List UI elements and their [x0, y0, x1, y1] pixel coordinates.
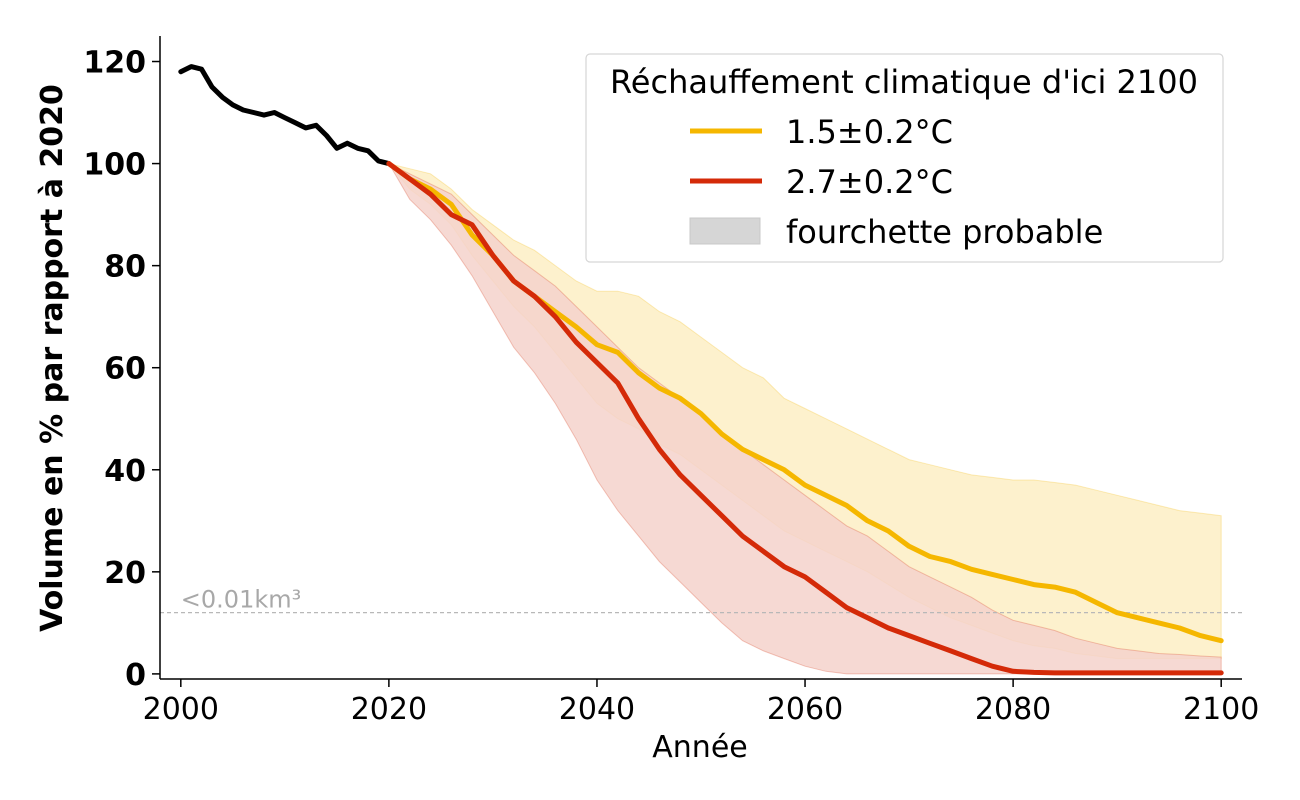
y-tick-label: 120 [83, 46, 146, 81]
y-tick-label: 40 [104, 454, 146, 489]
x-tick-label: 2000 [143, 692, 219, 727]
y-tick-label: 60 [104, 352, 146, 387]
series-lines [178, 64, 1224, 676]
threshold-line-group: <0.01km³ [160, 586, 1242, 614]
x-tick-label: 2020 [351, 692, 427, 727]
x-tick-label: 2040 [559, 692, 635, 727]
y-axis-label: Volume en % par rapport à 2020 [35, 84, 70, 632]
series-line-2-7c [386, 161, 1224, 676]
x-tick-label: 2080 [975, 692, 1051, 727]
x-tick-label: 2100 [1183, 692, 1259, 727]
y-tick-label: 0 [125, 658, 146, 693]
x-axis-label: Année [652, 730, 747, 765]
legend-frame [585, 53, 1224, 263]
threshold-label: <0.01km³ [181, 586, 301, 614]
y-tick-label: 100 [83, 148, 146, 183]
legend-title: Réchauffement climatique d'ici 2100 [610, 63, 1198, 101]
legend-entry-1-5c: 1.5±0.2°C [786, 113, 953, 151]
y-tick-label: 20 [104, 556, 146, 591]
legend-entry-likely-range: fourchette probable [786, 213, 1103, 251]
legend: Réchauffement climatique d'ici 2100 1.5±… [585, 53, 1224, 263]
legend-swatch-likely-range [689, 217, 761, 245]
y-tick-label: 80 [104, 250, 146, 285]
legend-entry-2-7c: 2.7±0.2°C [786, 163, 953, 201]
x-tick-label: 2060 [767, 692, 843, 727]
y-ticks: 0 20 40 60 80 100 120 [83, 46, 160, 693]
series-line-historical [178, 64, 392, 167]
x-ticks: 2000 2020 2040 2060 2080 2100 [143, 679, 1259, 727]
